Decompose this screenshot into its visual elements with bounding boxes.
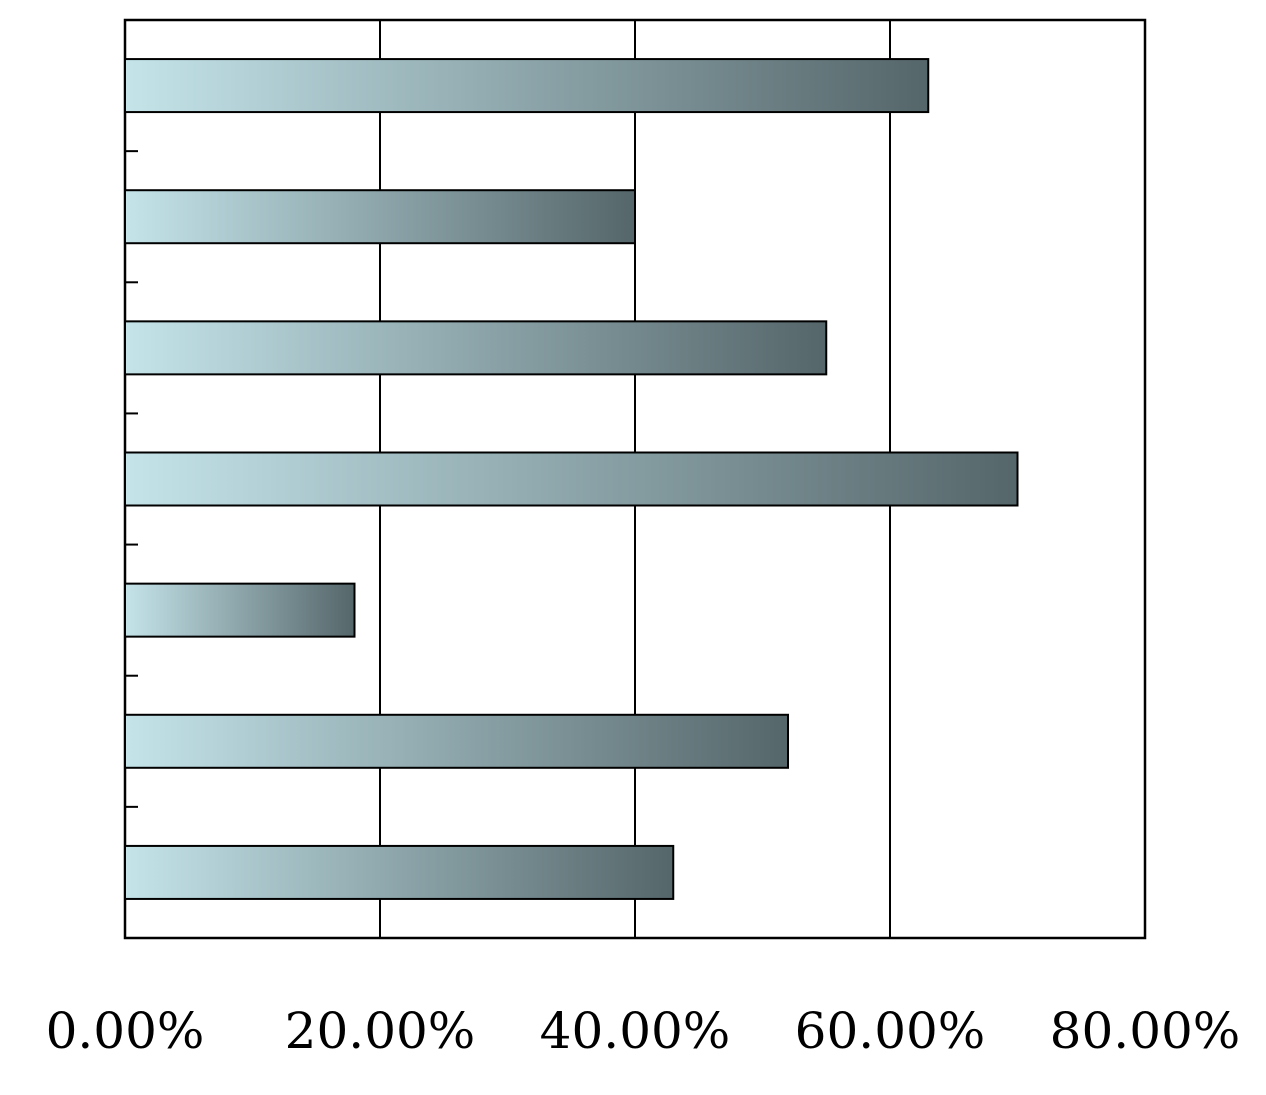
x-tick-label: 60.00% <box>795 1002 986 1060</box>
bar <box>124 844 675 900</box>
bar <box>124 320 828 376</box>
x-tick-label: 80.00% <box>1050 1002 1241 1060</box>
x-tick-label: 20.00% <box>285 1002 476 1060</box>
bar <box>124 58 930 114</box>
x-tick-label: 0.00% <box>46 1002 205 1060</box>
bar <box>124 451 1019 507</box>
x-tick-label: 40.00% <box>540 1002 731 1060</box>
bar <box>124 189 636 245</box>
bar <box>124 713 789 769</box>
bar <box>124 582 356 638</box>
